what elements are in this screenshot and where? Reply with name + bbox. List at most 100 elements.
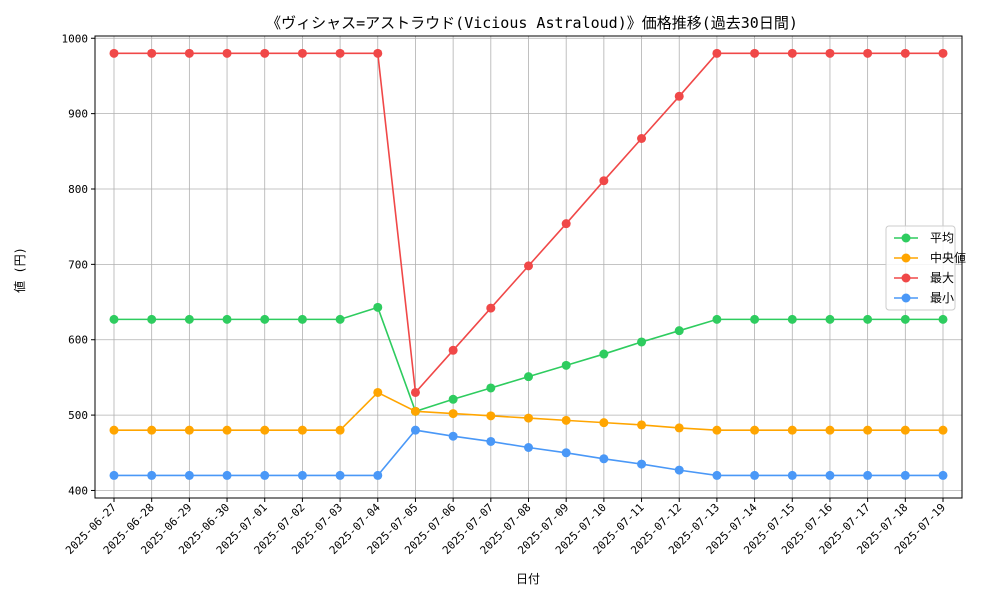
data-point <box>561 415 571 425</box>
data-point <box>787 314 797 324</box>
data-point <box>599 349 609 359</box>
data-point <box>825 470 835 480</box>
data-point <box>750 314 760 324</box>
data-point <box>486 411 496 421</box>
data-point <box>938 48 948 58</box>
data-point <box>147 314 157 324</box>
y-tick-label: 700 <box>68 258 88 271</box>
data-point <box>373 302 383 312</box>
data-point <box>825 48 835 58</box>
data-point <box>373 387 383 397</box>
data-point <box>825 425 835 435</box>
data-point <box>863 470 873 480</box>
chart-title: 《ヴィシャス=アストラウド(Vicious Astraloud)》価格推移(過去… <box>266 14 798 32</box>
data-point <box>335 425 345 435</box>
data-point <box>373 48 383 58</box>
data-point <box>297 425 307 435</box>
data-point <box>222 48 232 58</box>
data-point <box>297 314 307 324</box>
data-point <box>524 372 533 382</box>
legend-marker <box>901 293 911 303</box>
legend-marker <box>901 273 911 283</box>
data-point <box>599 418 609 428</box>
data-point <box>373 470 383 480</box>
data-point <box>524 413 533 423</box>
data-point <box>297 470 307 480</box>
data-point <box>147 48 157 58</box>
data-point <box>335 314 345 324</box>
series-3 <box>109 425 948 480</box>
x-axis-label: 日付 <box>516 572 540 586</box>
data-point <box>712 425 722 435</box>
data-point <box>260 48 270 58</box>
data-point <box>900 314 910 324</box>
legend-label: 平均 <box>930 231 954 245</box>
data-point <box>109 470 119 480</box>
data-point <box>900 48 910 58</box>
data-point <box>260 425 270 435</box>
data-point <box>674 326 684 336</box>
data-point <box>184 470 194 480</box>
data-point <box>184 314 194 324</box>
data-point <box>900 425 910 435</box>
data-point <box>260 314 270 324</box>
data-point <box>448 345 458 355</box>
data-point <box>222 470 232 480</box>
data-point <box>938 425 948 435</box>
data-point <box>637 420 647 430</box>
series-layer <box>109 48 948 480</box>
data-point <box>787 425 797 435</box>
data-point <box>297 48 307 58</box>
data-point <box>637 459 647 469</box>
data-point <box>335 470 345 480</box>
y-axis-label: 値 (円) <box>12 247 27 293</box>
data-point <box>561 219 571 229</box>
data-point <box>637 337 647 347</box>
x-axis-ticks: 2025-06-272025-06-282025-06-292025-06-30… <box>63 498 948 557</box>
y-tick-label: 400 <box>68 484 88 497</box>
data-point <box>674 91 684 101</box>
data-point <box>674 423 684 433</box>
data-point <box>750 48 760 58</box>
data-point <box>410 406 420 416</box>
y-tick-label: 500 <box>68 409 88 422</box>
y-tick-label: 600 <box>68 334 88 347</box>
data-point <box>712 470 722 480</box>
data-point <box>184 48 194 58</box>
data-point <box>486 383 496 393</box>
legend-box <box>885 225 956 311</box>
data-point <box>599 454 609 464</box>
series-1 <box>109 387 948 435</box>
data-point <box>448 394 458 404</box>
data-point <box>222 425 232 435</box>
y-axis-ticks: 400 500 600 700 800 900 1000 <box>62 32 95 497</box>
legend-label: 中央値 <box>930 250 966 265</box>
data-point <box>147 470 157 480</box>
data-point <box>787 48 797 58</box>
data-point <box>147 425 157 435</box>
data-point <box>335 48 345 58</box>
data-point <box>448 409 458 419</box>
series-2 <box>109 48 948 397</box>
data-point <box>410 425 420 435</box>
data-point <box>863 425 873 435</box>
y-tick-label: 900 <box>68 108 88 121</box>
legend-marker <box>901 253 911 263</box>
data-point <box>712 48 722 58</box>
data-point <box>750 425 760 435</box>
data-point <box>524 443 533 453</box>
data-point <box>561 360 571 370</box>
data-point <box>900 470 910 480</box>
data-point <box>938 470 948 480</box>
data-point <box>637 133 647 143</box>
data-point <box>486 436 496 446</box>
data-point <box>825 314 835 324</box>
data-point <box>524 261 533 271</box>
data-point <box>561 448 571 458</box>
data-point <box>184 425 194 435</box>
data-point <box>109 314 119 324</box>
data-point <box>674 465 684 475</box>
data-point <box>787 470 797 480</box>
